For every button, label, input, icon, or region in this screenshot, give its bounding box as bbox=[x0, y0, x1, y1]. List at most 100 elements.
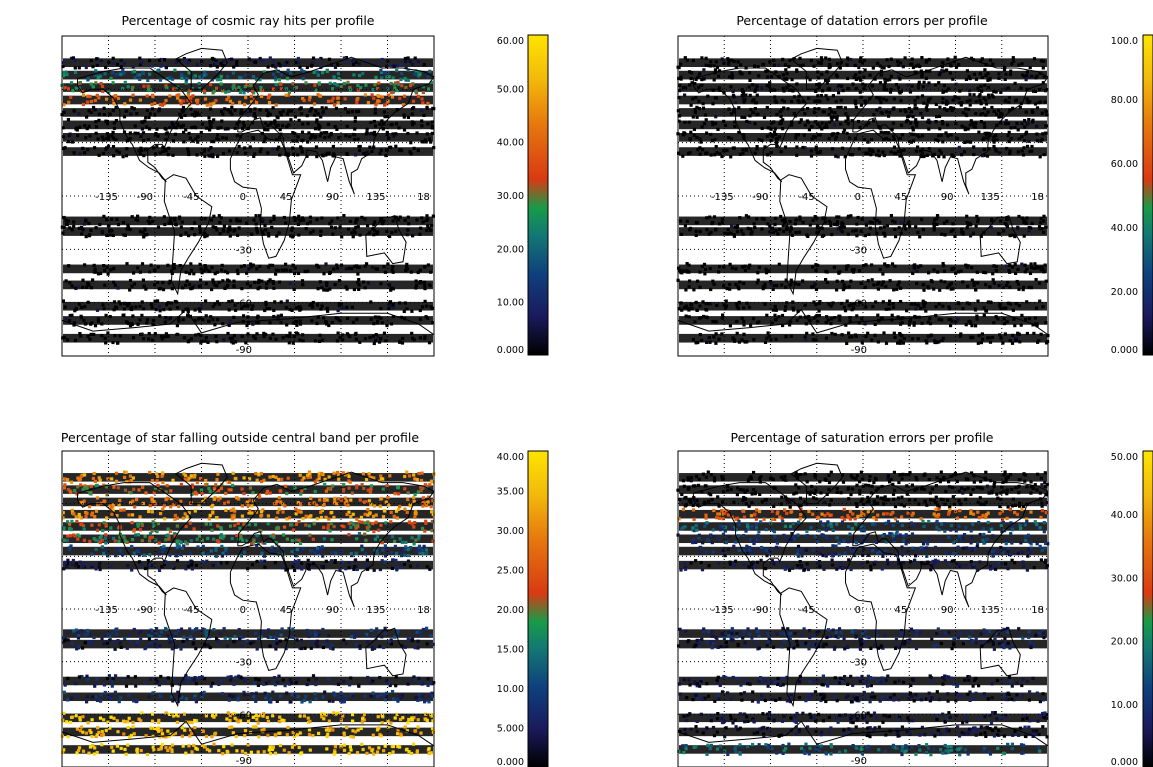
profile-marker bbox=[360, 544, 364, 548]
profile-marker bbox=[333, 496, 337, 500]
profile-marker bbox=[875, 108, 879, 112]
profile-marker bbox=[409, 270, 413, 274]
profile-marker bbox=[85, 486, 89, 490]
profile-marker bbox=[924, 339, 928, 343]
profile-marker bbox=[1023, 139, 1027, 143]
profile-marker bbox=[810, 124, 814, 129]
profile-marker bbox=[95, 677, 99, 681]
profile-marker bbox=[733, 124, 737, 129]
profile-marker bbox=[965, 69, 969, 73]
profile-marker bbox=[144, 491, 148, 495]
profile-marker bbox=[210, 56, 214, 61]
profile-marker bbox=[198, 262, 202, 266]
profile-marker bbox=[835, 74, 839, 78]
profile-marker bbox=[972, 125, 976, 129]
profile-marker bbox=[354, 558, 358, 562]
profile-marker bbox=[883, 84, 887, 88]
profile-marker bbox=[347, 561, 351, 565]
profile-marker bbox=[982, 106, 987, 110]
profile-marker bbox=[755, 281, 759, 285]
profile-marker bbox=[82, 499, 86, 503]
profile-marker bbox=[289, 234, 293, 238]
band-core bbox=[63, 485, 433, 494]
profile-marker bbox=[418, 317, 422, 321]
profile-marker bbox=[888, 110, 892, 115]
profile-marker bbox=[418, 268, 422, 272]
profile-marker bbox=[83, 633, 87, 637]
profile-marker bbox=[336, 309, 340, 313]
profile-marker bbox=[708, 267, 712, 271]
profile-marker bbox=[333, 559, 337, 563]
profile-marker bbox=[252, 218, 256, 222]
profile-marker bbox=[147, 509, 151, 514]
profile-marker bbox=[884, 285, 888, 289]
profile-marker bbox=[901, 341, 905, 345]
profile-marker bbox=[278, 64, 282, 68]
profile-marker bbox=[219, 126, 223, 130]
profile-marker bbox=[957, 63, 961, 67]
profile-marker bbox=[677, 151, 681, 155]
profile-marker bbox=[390, 566, 394, 570]
profile-marker bbox=[946, 134, 950, 138]
profile-marker bbox=[153, 486, 158, 490]
profile-marker bbox=[209, 146, 213, 150]
profile-marker bbox=[878, 126, 883, 130]
profile-marker bbox=[941, 61, 945, 65]
profile-marker bbox=[269, 121, 273, 125]
profile-marker bbox=[420, 216, 424, 220]
profile-marker bbox=[915, 269, 919, 273]
profile-marker bbox=[351, 58, 355, 62]
profile-marker bbox=[417, 537, 421, 541]
profile-marker bbox=[755, 217, 759, 221]
profile-marker bbox=[1039, 139, 1043, 143]
profile-marker bbox=[84, 285, 89, 289]
longitude-label: 18 bbox=[417, 192, 430, 203]
profile-marker bbox=[937, 340, 941, 344]
profile-marker bbox=[143, 534, 147, 538]
profile-marker bbox=[193, 221, 197, 225]
profile-marker bbox=[290, 228, 294, 232]
profile-marker bbox=[325, 322, 329, 326]
profile-marker bbox=[911, 139, 916, 143]
profile-marker bbox=[376, 230, 380, 234]
profile-marker bbox=[296, 56, 300, 61]
profile-marker bbox=[81, 565, 85, 569]
profile-marker bbox=[402, 309, 406, 313]
profile-marker bbox=[106, 554, 110, 558]
profile-marker bbox=[138, 515, 142, 519]
profile-marker bbox=[412, 500, 416, 504]
profile-marker bbox=[170, 287, 174, 291]
profile-marker bbox=[352, 73, 356, 77]
profile-marker bbox=[233, 476, 237, 480]
profile-marker bbox=[413, 72, 417, 77]
profile-marker bbox=[257, 492, 261, 496]
profile-marker bbox=[798, 120, 802, 124]
profile-marker bbox=[784, 68, 788, 72]
profile-marker bbox=[421, 101, 425, 105]
profile-marker bbox=[418, 549, 422, 553]
profile-marker bbox=[331, 484, 335, 488]
profile-marker bbox=[779, 121, 783, 125]
profile-marker bbox=[789, 227, 793, 231]
profile-marker bbox=[385, 64, 389, 68]
profile-marker bbox=[313, 83, 317, 87]
profile-marker bbox=[167, 281, 171, 285]
profile-marker bbox=[703, 122, 707, 126]
profile-marker bbox=[241, 635, 245, 639]
profile-marker bbox=[947, 307, 952, 311]
profile-marker bbox=[803, 315, 807, 319]
profile-marker bbox=[875, 219, 880, 223]
profile-marker bbox=[854, 229, 858, 233]
profile-marker bbox=[946, 101, 950, 105]
profile-marker bbox=[690, 303, 694, 307]
profile-marker bbox=[167, 637, 171, 641]
profile-band bbox=[676, 130, 1048, 145]
profile-marker bbox=[190, 483, 195, 487]
profile-marker bbox=[84, 562, 88, 566]
profile-marker bbox=[235, 122, 239, 126]
profile-marker bbox=[116, 96, 121, 100]
profile-marker bbox=[748, 93, 752, 97]
profile-marker bbox=[1035, 132, 1039, 136]
profile-marker bbox=[167, 537, 171, 541]
profile-marker bbox=[987, 93, 991, 97]
